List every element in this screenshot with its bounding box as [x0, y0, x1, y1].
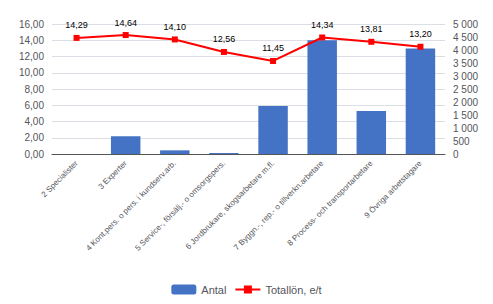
- svg-text:2 Specialister: 2 Specialister: [39, 159, 79, 199]
- svg-text:11,45: 11,45: [262, 43, 284, 53]
- svg-text:Antal: Antal: [201, 284, 226, 296]
- svg-text:5 000: 5 000: [453, 19, 478, 30]
- svg-text:4 Kont.pers. o pers. i kundser: 4 Kont.pers. o pers. i kundserv.arb.: [84, 159, 178, 253]
- svg-text:7 Byggn.-, rep.- o tillverkn.a: 7 Byggn.-, rep.- o tillverkn.arbetare: [232, 158, 326, 252]
- svg-text:14,00: 14,00: [19, 35, 44, 46]
- svg-text:3 Experter: 3 Experter: [96, 159, 129, 192]
- svg-text:500: 500: [453, 136, 470, 147]
- svg-text:Totallön, e/t: Totallön, e/t: [265, 284, 321, 296]
- svg-text:1 000: 1 000: [453, 123, 478, 134]
- svg-text:5 Service-, försälj.- o omsorg: 5 Service-, försälj.- o omsorgspers.: [133, 159, 227, 253]
- svg-text:4 500: 4 500: [453, 32, 478, 43]
- svg-text:3 500: 3 500: [453, 58, 478, 69]
- svg-text:2 000: 2 000: [453, 97, 478, 108]
- svg-text:6,00: 6,00: [25, 100, 45, 111]
- svg-text:13,20: 13,20: [409, 29, 432, 39]
- svg-text:0,00: 0,00: [25, 149, 45, 160]
- svg-text:10,00: 10,00: [19, 67, 44, 78]
- svg-text:6 Jordbrukare, skogsarbetare m: 6 Jordbrukare, skogsarbetare m.fl.: [184, 159, 276, 251]
- svg-text:4 000: 4 000: [453, 45, 478, 56]
- svg-text:3 000: 3 000: [453, 71, 478, 82]
- svg-text:13,81: 13,81: [360, 24, 383, 34]
- svg-text:8 Process- och transportarbeta: 8 Process- och transportarbetare: [286, 158, 375, 247]
- svg-text:1 500: 1 500: [453, 110, 478, 121]
- svg-text:2,00: 2,00: [25, 132, 45, 143]
- svg-text:8,00: 8,00: [25, 84, 45, 95]
- svg-text:14,29: 14,29: [65, 20, 88, 30]
- svg-text:14,10: 14,10: [164, 22, 187, 32]
- svg-text:16,00: 16,00: [19, 19, 44, 30]
- svg-text:12,00: 12,00: [19, 51, 44, 62]
- svg-text:2 500: 2 500: [453, 84, 478, 95]
- svg-text:12,56: 12,56: [213, 34, 236, 44]
- svg-text:0: 0: [453, 149, 459, 160]
- svg-text:14,34: 14,34: [311, 20, 334, 30]
- svg-text:9 Övriga arbetstagare: 9 Övriga arbetstagare: [363, 158, 424, 219]
- svg-text:14,64: 14,64: [114, 18, 137, 28]
- svg-text:4,00: 4,00: [25, 116, 45, 127]
